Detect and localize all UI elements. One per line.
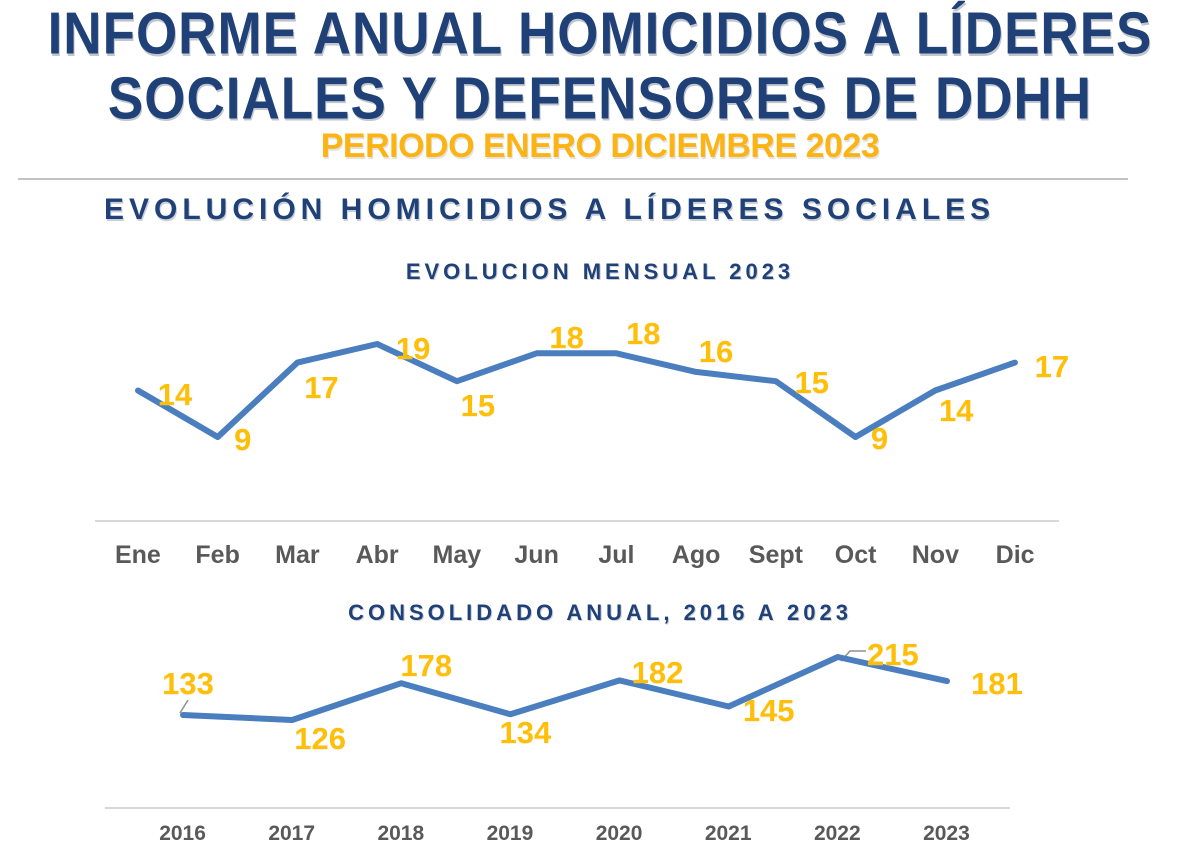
report-subtitle: PERIODO ENERO DICIEMBRE 2023 (320, 127, 880, 165)
data-label-monthly: 16 (698, 333, 734, 369)
x-label-month: May (432, 541, 482, 569)
x-label-year: 2017 (268, 822, 316, 845)
x-label-month: Nov (911, 541, 959, 569)
x-label-year: 2019 (486, 822, 534, 845)
data-label-monthly: 14 (157, 376, 193, 412)
x-label-month: Ene (114, 541, 161, 569)
data-label-annual: 178 (400, 648, 453, 684)
data-label-annual: 126 (294, 721, 346, 756)
x-label-year: 2018 (377, 822, 425, 845)
data-label-annual: 181 (971, 666, 1023, 702)
data-label-monthly: 15 (794, 365, 829, 401)
report-title-line1: INFORME ANUAL HOMICIDIOS A LÍDERES (47, 0, 1153, 67)
annual-x-labels: 2016 2017 2018 2019 2020 2021 2022 2023 (128, 822, 1001, 846)
x-label-month: Mar (275, 541, 320, 569)
monthly-chart-title: EVOLUCION MENSUAL 2023 (405, 259, 795, 284)
data-label-annual: 215 (866, 636, 919, 672)
data-label-monthly: 17 (304, 369, 339, 405)
data-label-monthly: 9 (870, 421, 889, 456)
x-label-month: Sept (748, 541, 803, 569)
x-label-year: 2016 (159, 822, 206, 845)
data-label-monthly: 14 (938, 392, 974, 428)
x-label-year: 2023 (923, 822, 970, 845)
x-label-month: Jun (514, 541, 559, 569)
annual-chart-title: CONSOLIDADO ANUAL, 2016 A 2023 (348, 600, 852, 625)
data-label-monthly: 19 (395, 331, 431, 366)
x-label-year: 2021 (704, 822, 752, 845)
data-label-monthly: 17 (1034, 348, 1070, 384)
x-label-month: Dic (995, 541, 1035, 569)
data-label-monthly: 18 (549, 320, 584, 356)
annual-x-axis (105, 807, 1010, 809)
data-label-annual: 145 (742, 692, 795, 728)
data-label-monthly: 15 (460, 388, 496, 424)
monthly-x-axis (95, 520, 1059, 522)
x-label-month: Abr (355, 541, 399, 569)
x-label-month: Feb (195, 541, 240, 569)
annual-line-series (180, 654, 950, 723)
x-label-month: Ago (671, 541, 721, 569)
x-label-month: Jul (598, 541, 635, 569)
x-label-year: 2022 (813, 822, 861, 845)
data-label-monthly: 9 (234, 422, 252, 457)
x-label-month: Oct (834, 541, 877, 569)
monthly-x-labels: Ene Feb Mar Abr May Jun Jul Ago Sept Oct… (98, 541, 1055, 570)
section-title: EVOLUCIÓN HOMICIDIOS A LÍDERES SOCIALES (104, 193, 996, 226)
x-label-year: 2020 (595, 822, 643, 845)
data-label-annual: 182 (631, 655, 684, 691)
data-label-annual: 133 (162, 666, 214, 702)
header-divider (18, 178, 1128, 180)
monthly-line-series (135, 341, 1018, 440)
label-leader-line-133 (179, 699, 189, 714)
data-label-monthly: 18 (626, 316, 661, 352)
data-label-annual: 134 (499, 715, 552, 751)
report-title-line2: SOCIALES Y DEFENSORES DE DDHH (107, 65, 1093, 132)
report-title: INFORME ANUAL HOMICIDIOS A LÍDERES SOCIA… (0, 0, 1200, 132)
